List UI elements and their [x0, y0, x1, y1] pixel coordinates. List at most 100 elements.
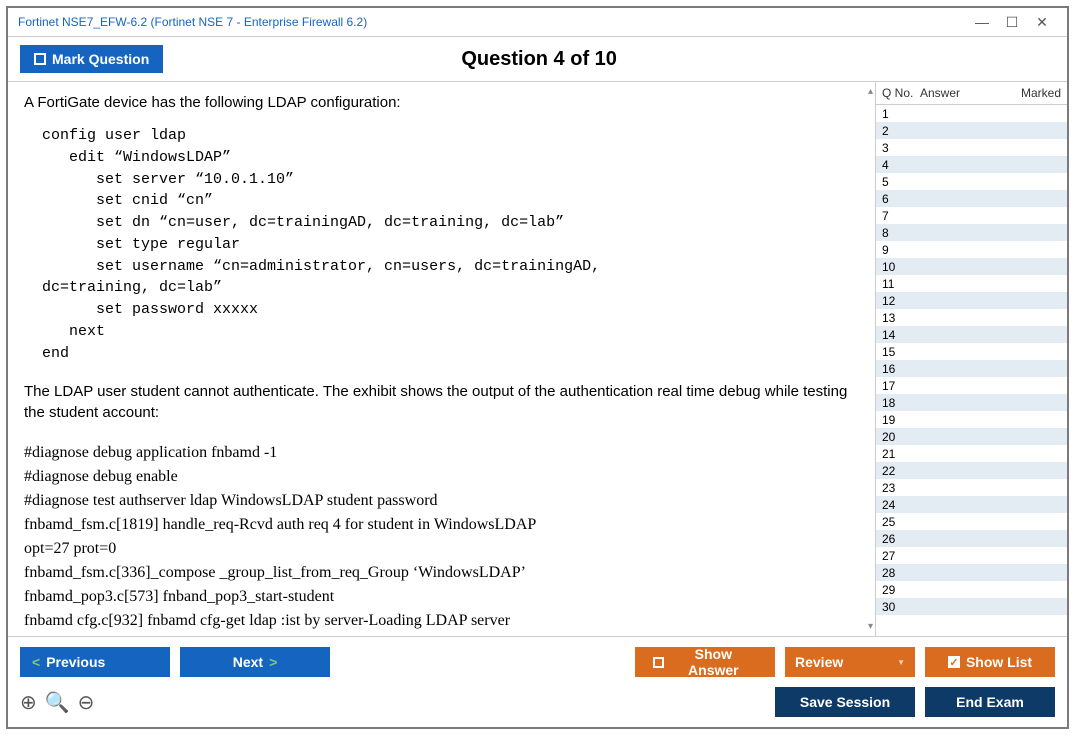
scroll-down-icon[interactable]: ▾	[868, 621, 873, 632]
row-number: 13	[882, 311, 912, 325]
row-number: 30	[882, 600, 912, 614]
check-icon: ✓	[948, 656, 960, 668]
row-number: 28	[882, 566, 912, 580]
app-window: Fortinet NSE7_EFW-6.2 (Fortinet NSE 7 - …	[6, 6, 1069, 729]
table-row[interactable]: 29	[876, 581, 1067, 598]
show-answer-button[interactable]: Show Answer	[635, 647, 775, 677]
review-label: Review	[795, 654, 843, 670]
chevron-left-icon: <	[32, 654, 40, 670]
table-row[interactable]: 27	[876, 547, 1067, 564]
table-row[interactable]: 12	[876, 292, 1067, 309]
list-header: Q No. Answer Marked	[876, 82, 1067, 105]
table-row[interactable]: 6	[876, 190, 1067, 207]
row-number: 16	[882, 362, 912, 376]
table-row[interactable]: 24	[876, 496, 1067, 513]
minimize-icon[interactable]: —	[967, 12, 997, 32]
row-number: 11	[882, 277, 912, 291]
chevron-right-icon: >	[269, 654, 277, 670]
review-button[interactable]: Review ▼	[785, 647, 915, 677]
end-exam-label: End Exam	[956, 694, 1024, 710]
end-exam-button[interactable]: End Exam	[925, 687, 1055, 717]
next-button[interactable]: Next >	[180, 647, 330, 677]
zoom-reset-icon[interactable]: 🔍	[45, 690, 70, 715]
main: ▴ A FortiGate device has the following L…	[8, 81, 1067, 636]
table-row[interactable]: 22	[876, 462, 1067, 479]
show-list-button[interactable]: ✓ Show List	[925, 647, 1055, 677]
table-row[interactable]: 10	[876, 258, 1067, 275]
row-number: 3	[882, 141, 912, 155]
row-number: 27	[882, 549, 912, 563]
zoom-out-icon[interactable]: ⊖	[78, 690, 95, 715]
row-number: 21	[882, 447, 912, 461]
footer-row2: ⊕ 🔍 ⊖ Save Session End Exam	[8, 687, 1067, 727]
dropdown-icon: ▼	[897, 658, 905, 667]
save-session-button[interactable]: Save Session	[775, 687, 915, 717]
row-number: 1	[882, 107, 912, 121]
row-number: 26	[882, 532, 912, 546]
header: Mark Question Question 4 of 10	[8, 37, 1067, 81]
row-number: 10	[882, 260, 912, 274]
maximize-icon[interactable]: ☐	[997, 12, 1027, 32]
next-label: Next	[233, 654, 263, 670]
square-icon	[653, 657, 664, 668]
row-number: 14	[882, 328, 912, 342]
previous-button[interactable]: < Previous	[20, 647, 170, 677]
row-number: 4	[882, 158, 912, 172]
row-number: 6	[882, 192, 912, 206]
table-row[interactable]: 15	[876, 343, 1067, 360]
table-row[interactable]: 30	[876, 598, 1067, 615]
row-number: 12	[882, 294, 912, 308]
titlebar: Fortinet NSE7_EFW-6.2 (Fortinet NSE 7 - …	[8, 8, 1067, 37]
table-row[interactable]: 26	[876, 530, 1067, 547]
table-row[interactable]: 11	[876, 275, 1067, 292]
row-number: 20	[882, 430, 912, 444]
show-answer-label: Show Answer	[670, 646, 757, 678]
question-content: ▴ A FortiGate device has the following L…	[8, 82, 875, 636]
table-row[interactable]: 28	[876, 564, 1067, 581]
code-block: config user ldap edit “WindowsLDAP” set …	[24, 125, 859, 364]
table-row[interactable]: 16	[876, 360, 1067, 377]
row-number: 25	[882, 515, 912, 529]
close-icon[interactable]: ✕	[1027, 12, 1057, 32]
row-number: 23	[882, 481, 912, 495]
row-number: 8	[882, 226, 912, 240]
checkbox-icon	[34, 53, 46, 65]
table-row[interactable]: 23	[876, 479, 1067, 496]
table-row[interactable]: 8	[876, 224, 1067, 241]
table-row[interactable]: 19	[876, 411, 1067, 428]
mark-question-button[interactable]: Mark Question	[20, 45, 163, 73]
scroll-up-icon[interactable]: ▴	[868, 86, 873, 97]
table-row[interactable]: 25	[876, 513, 1067, 530]
table-row[interactable]: 2	[876, 122, 1067, 139]
table-row[interactable]: 20	[876, 428, 1067, 445]
table-row[interactable]: 4	[876, 156, 1067, 173]
row-number: 2	[882, 124, 912, 138]
list-body[interactable]: 1234567891011121314151617181920212223242…	[876, 105, 1067, 636]
table-row[interactable]: 1	[876, 105, 1067, 122]
table-row[interactable]: 5	[876, 173, 1067, 190]
table-row[interactable]: 21	[876, 445, 1067, 462]
save-session-label: Save Session	[800, 694, 890, 710]
row-number: 7	[882, 209, 912, 223]
table-row[interactable]: 17	[876, 377, 1067, 394]
table-row[interactable]: 3	[876, 139, 1067, 156]
row-number: 17	[882, 379, 912, 393]
zoom-in-icon[interactable]: ⊕	[20, 690, 37, 715]
row-number: 15	[882, 345, 912, 359]
row-number: 24	[882, 498, 912, 512]
table-row[interactable]: 7	[876, 207, 1067, 224]
table-row[interactable]: 9	[876, 241, 1067, 258]
mark-question-label: Mark Question	[52, 51, 149, 67]
row-number: 19	[882, 413, 912, 427]
table-row[interactable]: 13	[876, 309, 1067, 326]
previous-label: Previous	[46, 654, 105, 670]
table-row[interactable]: 18	[876, 394, 1067, 411]
row-number: 9	[882, 243, 912, 257]
description-text: The LDAP user student cannot authenticat…	[24, 382, 859, 423]
row-number: 18	[882, 396, 912, 410]
table-row[interactable]: 14	[876, 326, 1067, 343]
window-title: Fortinet NSE7_EFW-6.2 (Fortinet NSE 7 - …	[18, 15, 967, 29]
row-number: 29	[882, 583, 912, 597]
col-qno: Q No.	[882, 86, 920, 100]
zoom-controls: ⊕ 🔍 ⊖	[20, 690, 94, 715]
